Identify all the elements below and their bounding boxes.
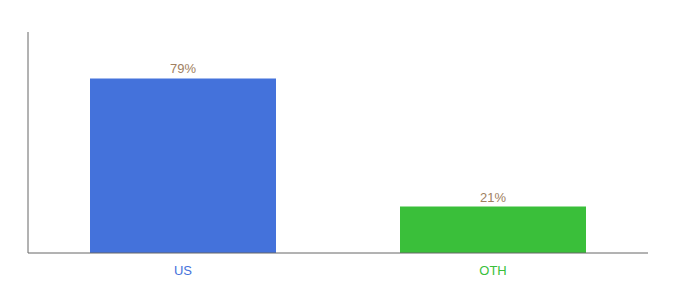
svg-text:US: US [174,263,192,278]
svg-text:79%: 79% [170,61,196,76]
svg-text:21%: 21% [480,190,506,205]
svg-text:OTH: OTH [479,263,506,278]
